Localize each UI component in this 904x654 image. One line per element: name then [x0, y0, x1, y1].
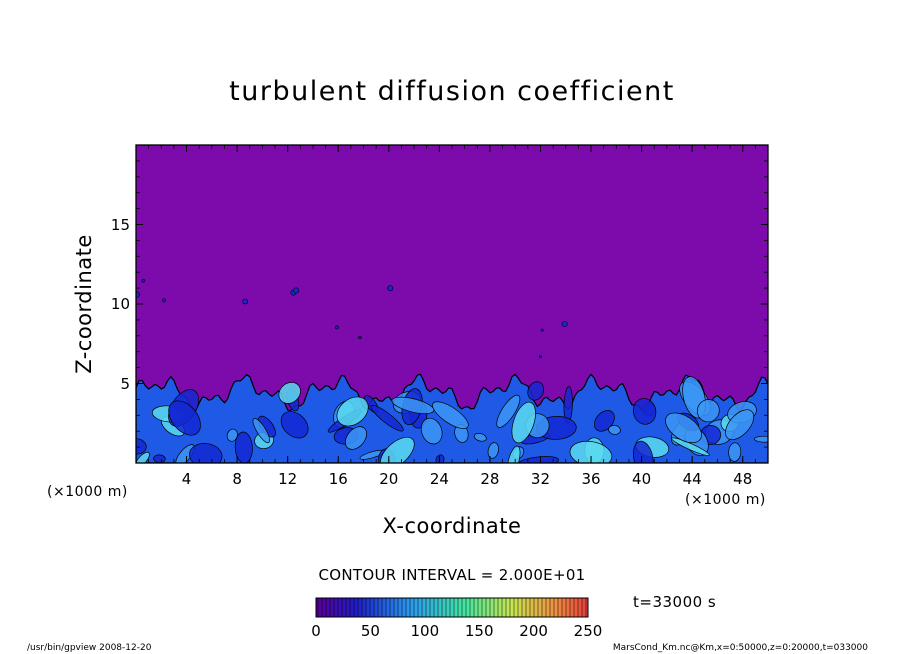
eddy-patch	[725, 409, 755, 441]
x-tick-label: 28	[480, 470, 500, 488]
eddy-patch	[754, 435, 768, 443]
eddy-patch	[432, 401, 469, 429]
x-tick-label: 12	[278, 470, 298, 488]
x-unit-left: (×1000 m)	[47, 484, 128, 500]
y-tick-label: 5	[120, 374, 130, 393]
colorbar-tick-label: 0	[311, 622, 321, 640]
colorbar-tick-label: 50	[360, 622, 380, 640]
isolated-blob	[540, 328, 544, 332]
isolated-blob	[136, 291, 140, 298]
eddy-patch	[671, 437, 710, 456]
contour-interval: CONTOUR INTERVAL = 2.000E+01	[318, 566, 586, 584]
footer-right: MarsCond_Km.nc@Km,x=0:50000,z=0:20000,t=…	[612, 643, 868, 653]
x-tick-label: 8	[232, 470, 242, 488]
eddy-patch	[175, 444, 195, 463]
eddy-patch	[345, 426, 367, 450]
eddy-patch	[696, 399, 720, 423]
colorbar-tick-label: 250	[573, 622, 603, 640]
x-tick-label: 40	[632, 470, 652, 488]
isolated-blob	[358, 335, 362, 340]
eddy-patch	[473, 433, 487, 442]
footer-left: /usr/bin/gpview 2008-12-20	[27, 643, 152, 653]
eddy-patch	[527, 381, 544, 401]
x-tick-label: 36	[581, 470, 601, 488]
eddy-patch	[136, 451, 150, 463]
x-tick-label: 16	[328, 470, 348, 488]
eddy-patch	[234, 431, 253, 463]
eddy-patch	[435, 454, 445, 463]
eddy-patch	[487, 442, 499, 459]
eddy-patch	[632, 398, 657, 425]
eddy-patch	[507, 445, 521, 463]
isolated-blob	[293, 287, 300, 294]
isolated-blob	[141, 279, 146, 283]
eddy-patch	[420, 417, 443, 445]
y-axis-label: Z-coordinate	[72, 234, 96, 374]
eddy-patch	[153, 454, 166, 463]
eddy-patch	[496, 394, 521, 428]
eddy-patch	[608, 425, 621, 435]
x-tick-label: 20	[379, 470, 399, 488]
x-tick-label: 32	[530, 470, 551, 488]
eddy-patch	[633, 440, 654, 463]
eddy-patch	[518, 456, 559, 463]
eddy-patch	[511, 401, 536, 444]
isolated-blob	[387, 285, 394, 292]
isolated-blob	[561, 320, 568, 327]
y-tick-label: 15	[110, 215, 130, 234]
eddy-patch	[569, 440, 613, 463]
isolated-blob	[539, 355, 542, 359]
eddy-patch	[336, 396, 369, 427]
time-label: t=33000 s	[633, 593, 717, 611]
x-axis-label: X-coordinate	[382, 514, 522, 538]
colorbar-tick-label: 100	[410, 622, 440, 640]
eddy-patch	[391, 396, 435, 415]
x-tick-label: 24	[429, 470, 449, 488]
x-tick-label: 44	[682, 470, 702, 488]
colorbar-tick-label: 150	[464, 622, 494, 640]
eddy-patch	[168, 400, 201, 436]
isolated-blob	[162, 298, 167, 303]
isolated-blob	[334, 325, 339, 330]
colorbar-tick-label: 200	[519, 622, 548, 640]
x-unit-right: (×1000 m)	[685, 492, 766, 508]
eddy-patch	[189, 443, 223, 463]
x-tick-label: 4	[181, 470, 192, 488]
chart-title: turbulent diffusion coefficient	[229, 76, 675, 107]
eddy-patch	[280, 411, 309, 439]
colorbar-frame	[315, 597, 589, 618]
y-tick-label: 10	[110, 295, 130, 313]
eddy-patch	[370, 404, 404, 432]
eddy-patch	[252, 418, 271, 444]
eddy-patch	[278, 381, 301, 404]
eddy-patch	[136, 438, 147, 455]
isolated-blob	[242, 298, 248, 305]
colorbar	[316, 598, 588, 617]
eddy-patch	[728, 442, 742, 462]
x-tick-label: 48	[733, 470, 753, 488]
eddy-patch	[665, 412, 702, 444]
